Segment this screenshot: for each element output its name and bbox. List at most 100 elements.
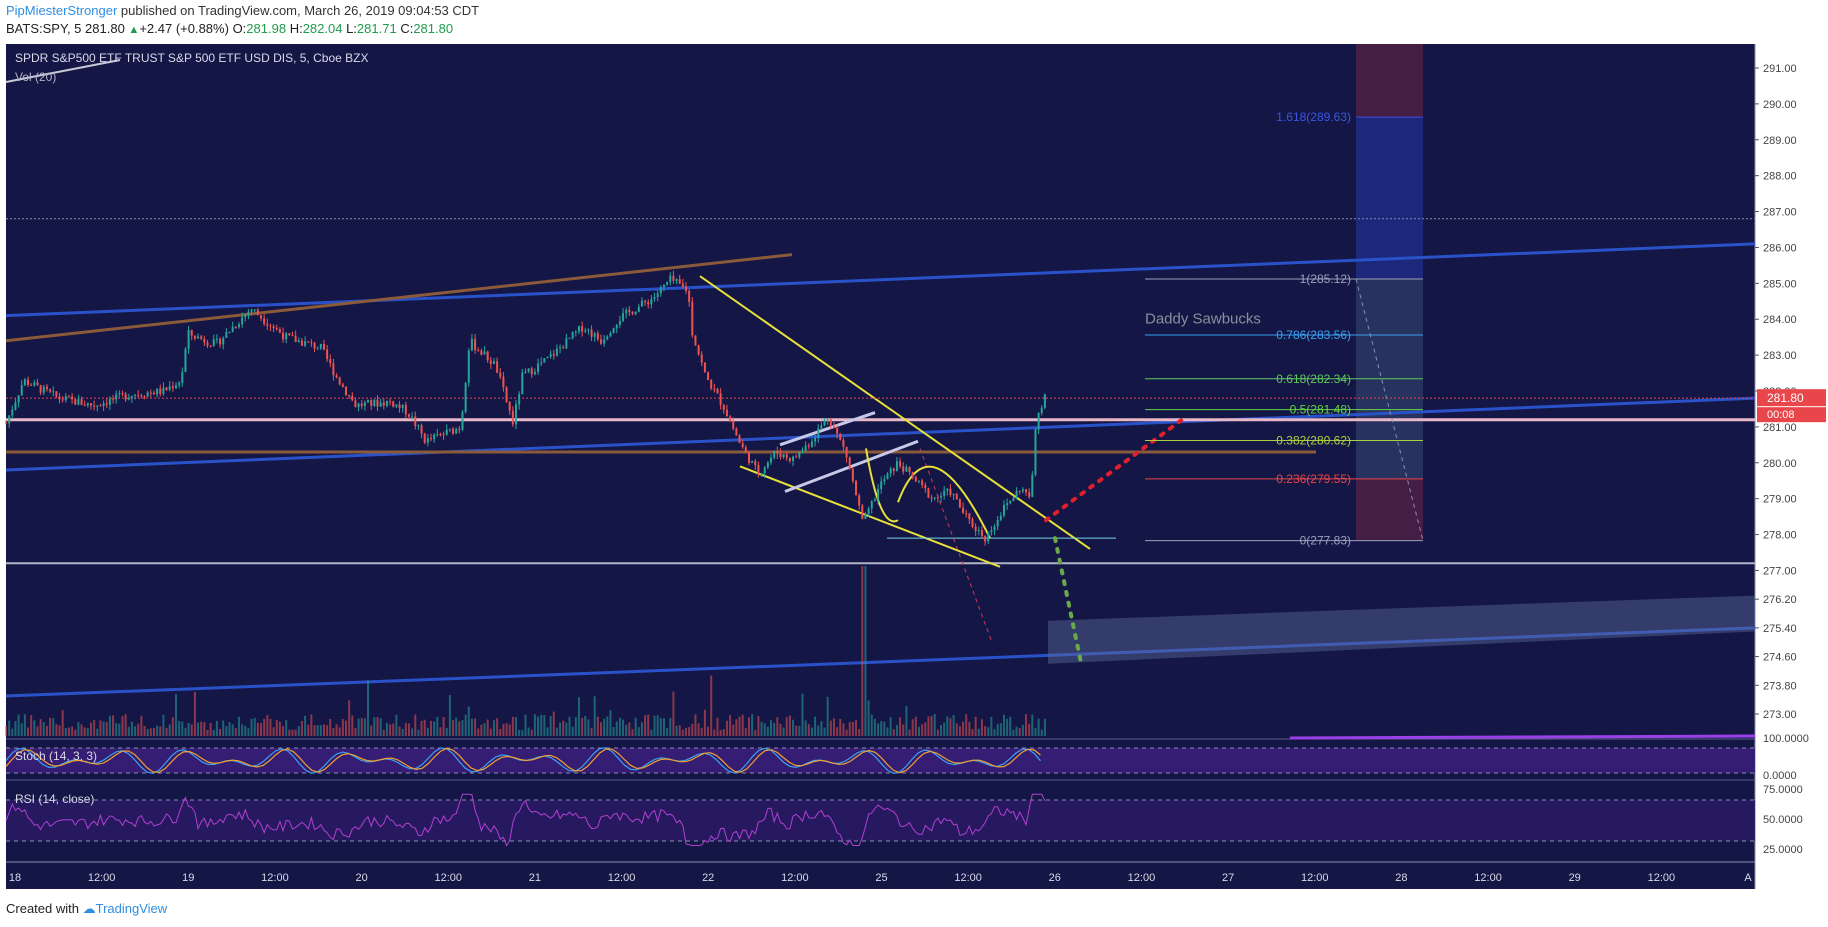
- candle-body: [300, 340, 303, 346]
- candle-body: [1028, 492, 1031, 497]
- volume-bar: [962, 721, 965, 736]
- volume-bar: [921, 724, 924, 736]
- candle-body: [168, 386, 171, 390]
- candle-body: [17, 395, 20, 403]
- volume-bar: [719, 729, 722, 736]
- candle-body: [253, 309, 256, 311]
- candle-body: [571, 332, 574, 339]
- volume-bar: [253, 717, 256, 736]
- tradingview-brand[interactable]: TradingView: [95, 901, 168, 916]
- volume-bar: [703, 709, 706, 736]
- volume-bar: [581, 717, 584, 736]
- stoch-axis-label: 0.0000: [1763, 770, 1797, 782]
- volume-bar: [80, 724, 83, 736]
- volume-bar: [792, 719, 795, 736]
- volume-bar: [681, 729, 684, 736]
- volume-bar: [1009, 716, 1012, 736]
- volume-bar: [880, 721, 883, 736]
- volume-bar: [987, 727, 990, 736]
- volume-bar: [924, 722, 927, 736]
- candle-body: [974, 526, 977, 531]
- candle-body: [647, 301, 650, 305]
- candle-body: [628, 309, 631, 312]
- candle-body: [389, 401, 392, 403]
- volume-bar: [430, 720, 433, 736]
- volume-bar: [404, 723, 407, 736]
- volume-bar: [190, 724, 193, 736]
- candle-body: [159, 388, 162, 394]
- fib-diagonal: [1355, 278, 1424, 541]
- candle-body: [568, 338, 571, 340]
- candle-body: [464, 382, 467, 412]
- candle-body: [807, 445, 810, 447]
- candle-body: [480, 350, 483, 355]
- volume-bar: [175, 694, 178, 736]
- author-link[interactable]: PipMiesterStronger: [6, 3, 118, 18]
- candle-body: [952, 494, 955, 496]
- volume-bar: [448, 695, 451, 736]
- volume-bar: [304, 715, 307, 736]
- candle-body: [870, 501, 873, 509]
- volume-bar: [766, 726, 769, 736]
- volume-bar: [788, 715, 791, 736]
- candle-body: [496, 361, 499, 373]
- volume-bar: [936, 729, 939, 736]
- volume-bar: [751, 714, 754, 736]
- volume-bar: [817, 725, 820, 736]
- candle-body: [804, 445, 807, 451]
- volume-bar: [839, 718, 842, 736]
- time-axis-tick-label: 12:00: [88, 872, 116, 884]
- candle-body: [1012, 498, 1015, 501]
- candle-body: [640, 300, 643, 307]
- stoch-axis-label: 100.0000: [1763, 733, 1809, 745]
- candle-body: [77, 399, 80, 405]
- volume-bar: [685, 727, 688, 736]
- volume-bar: [1012, 729, 1015, 736]
- volume-bar: [735, 719, 738, 736]
- volume-bar: [423, 719, 426, 736]
- candle-body: [741, 443, 744, 448]
- volume-bar: [27, 727, 30, 736]
- volume-bar: [112, 715, 115, 736]
- candle-body: [792, 456, 795, 461]
- volume-bar: [533, 714, 536, 736]
- candle-body: [832, 426, 835, 429]
- candle-body: [559, 347, 562, 349]
- volume-bar: [804, 720, 807, 736]
- fib-level-label: 1(285.12): [1300, 272, 1351, 286]
- candle-body: [697, 345, 700, 355]
- middle-blue-trendline: [5, 396, 1756, 472]
- candle-body: [181, 371, 184, 383]
- volume-bar: [64, 727, 67, 736]
- volume-bar: [722, 729, 725, 736]
- volume-bar: [971, 729, 974, 736]
- candle-body: [247, 311, 250, 315]
- candle-body: [1034, 429, 1037, 475]
- candle-body: [121, 393, 124, 395]
- candle-body: [615, 324, 618, 329]
- volume-bar: [659, 718, 662, 736]
- candle-body: [461, 411, 464, 430]
- time-axis-tick-label: 12:00: [434, 872, 462, 884]
- volume-bar: [338, 727, 341, 736]
- volume-bar: [8, 720, 11, 736]
- candle-body: [637, 306, 640, 312]
- volume-bar: [524, 714, 527, 736]
- candle-body: [508, 401, 511, 411]
- volume-bar: [559, 722, 562, 736]
- candle-body: [55, 391, 58, 397]
- volume-bar: [877, 723, 880, 736]
- candle-body: [905, 467, 908, 472]
- candle-body: [260, 315, 263, 319]
- volume-bar: [615, 721, 618, 736]
- volume-bar: [927, 716, 930, 736]
- volume-bar: [996, 723, 999, 736]
- candle-body: [332, 363, 335, 376]
- volume-bar: [917, 726, 920, 736]
- candle-body: [225, 331, 228, 338]
- volume-bar: [502, 723, 505, 736]
- candle-body: [61, 399, 64, 401]
- grey-short-line: [5, 59, 121, 83]
- volume-bar: [231, 724, 234, 736]
